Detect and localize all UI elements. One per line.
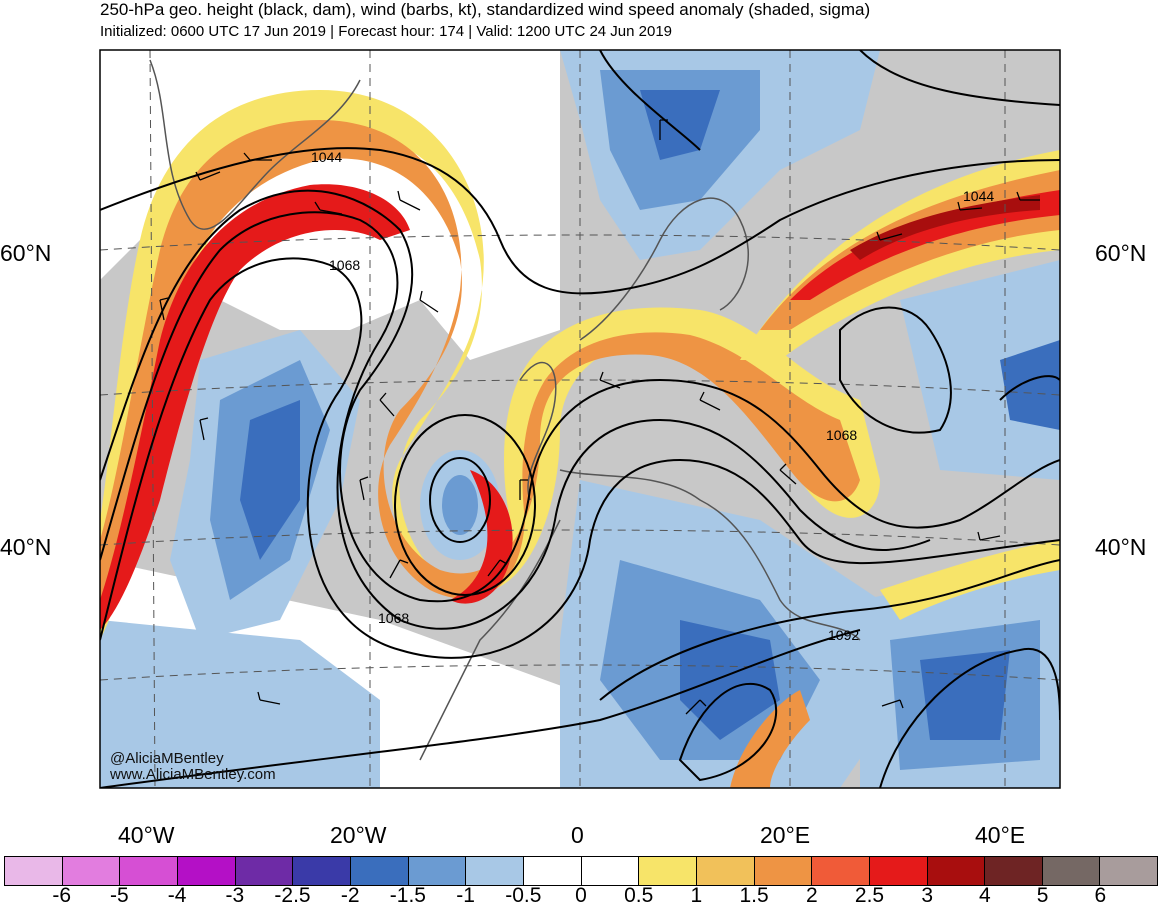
colorbar-label: -4	[167, 884, 187, 907]
positive-anomaly-jet	[790, 190, 1060, 300]
colorbar	[4, 856, 1158, 886]
lat-label-right: 60°N	[1095, 240, 1147, 266]
contour-label: 1068	[329, 257, 360, 273]
colorbar-label: -0.5	[505, 884, 542, 907]
colorbar-swatch	[408, 857, 467, 885]
colorbar-swatch	[523, 857, 582, 885]
height-contours	[100, 50, 1060, 788]
colorbar-label: 1	[690, 884, 703, 907]
lon-label: 40°E	[975, 822, 1026, 848]
chart-subtitle: Initialized: 0600 UTC 17 Jun 2019 | Fore…	[100, 23, 673, 40]
colorbar-swatch	[1042, 857, 1101, 885]
colorbar-swatch	[639, 857, 697, 885]
colorbar-swatch	[235, 857, 294, 885]
lon-label: 0	[571, 822, 584, 848]
negative-anomaly-region	[1000, 340, 1060, 430]
positive-anomaly-jet	[450, 470, 513, 604]
colorbar-swatch	[754, 857, 813, 885]
contour-label: 1092	[828, 627, 859, 643]
colorbar-label: -1	[456, 884, 475, 907]
colorbar-swatch	[696, 857, 755, 885]
negative-anomaly-region	[442, 475, 478, 535]
negative-anomaly-region	[240, 400, 300, 560]
lat-label-left: 60°N	[0, 240, 52, 266]
credit-handle: @AliciaMBentley	[110, 750, 224, 767]
colorbar-swatch	[120, 857, 178, 885]
colorbar-label: 4	[979, 884, 991, 907]
colorbar-swatch	[869, 857, 928, 885]
colorbar-swatch	[62, 857, 121, 885]
colorbar-swatch	[5, 857, 63, 885]
lat-label-right: 40°N	[1095, 534, 1147, 560]
colorbar-label: -2.5	[274, 884, 311, 907]
colorbar-swatch	[927, 857, 986, 885]
negative-anomaly-region	[900, 260, 1060, 480]
lon-label: 20°W	[330, 822, 387, 848]
map-frame	[99, 49, 1061, 789]
colorbar-swatch	[293, 857, 351, 885]
colorbar-label: -2	[340, 884, 360, 907]
credit-url: www.AliciaMBentley.com	[110, 766, 276, 783]
negative-anomaly-region	[920, 650, 1010, 740]
colorbar-swatch	[812, 857, 870, 885]
colorbar-swatch	[1100, 857, 1158, 885]
colorbar-label: 6	[1094, 884, 1107, 907]
colorbar-swatch	[466, 857, 524, 885]
colorbar-label: -6	[52, 884, 72, 907]
colorbar-swatch	[350, 857, 409, 885]
positive-anomaly-jet	[100, 184, 410, 630]
colorbar-label: -1.5	[389, 884, 426, 907]
colorbar-swatch	[177, 857, 236, 885]
contour-label: 1044	[963, 188, 994, 204]
colorbar-label: -5	[110, 884, 129, 907]
colorbar-label: 3	[921, 884, 934, 907]
colorbar-label: 1.5	[739, 884, 769, 907]
negative-anomaly-region	[100, 620, 380, 788]
lon-label: 20°E	[760, 822, 811, 848]
colorbar-label: 0.5	[624, 884, 654, 907]
negative-anomaly-region	[640, 90, 720, 160]
positive-anomaly-jet	[100, 120, 860, 620]
lat-label-left: 40°N	[0, 534, 52, 560]
positive-anomaly-jet	[850, 195, 1040, 260]
contour-label: 1068	[826, 427, 857, 443]
colorbar-label: 5	[1036, 884, 1049, 907]
colorbar-swatch	[985, 857, 1043, 885]
graticule	[100, 50, 1060, 788]
contour-label: 1044	[311, 149, 342, 165]
lon-label: 40°W	[118, 822, 175, 848]
colorbar-swatch	[581, 857, 640, 885]
colorbar-label: -3	[225, 884, 245, 907]
colorbar-label: 2	[805, 884, 818, 907]
colorbar-label: 2.5	[854, 884, 885, 907]
contour-label: 1068	[378, 610, 409, 626]
colorbar-label: 0	[575, 884, 587, 907]
wind-barbs	[159, 119, 1040, 715]
chart-title: 250-hPa geo. height (black, dam), wind (…	[100, 0, 871, 19]
